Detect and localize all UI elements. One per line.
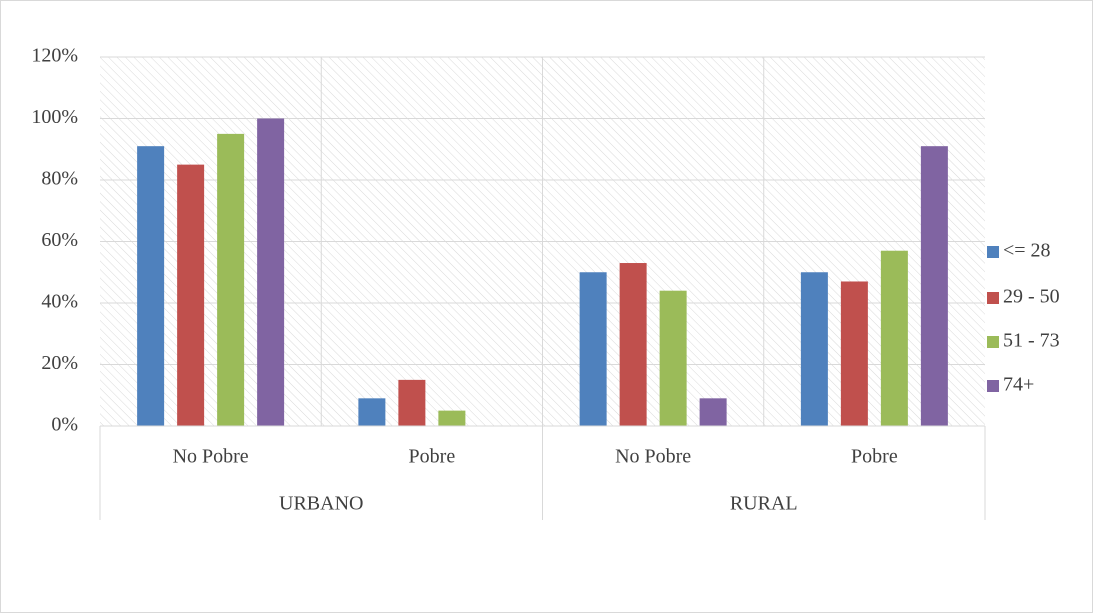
bar [619, 263, 647, 426]
group-label: RURAL [730, 493, 798, 515]
x-tick-label: Pobre [851, 446, 898, 468]
legend-swatch [987, 380, 999, 392]
x-tick-label: No Pobre [615, 446, 691, 468]
legend-swatch [987, 336, 999, 348]
y-tick-label: 20% [41, 352, 78, 374]
bar [358, 398, 386, 426]
bar [438, 410, 466, 426]
y-tick-label: 100% [31, 106, 78, 128]
y-tick-label: 0% [51, 414, 78, 436]
bar [659, 290, 687, 426]
bar [257, 118, 285, 426]
y-tick-label: 40% [41, 291, 78, 313]
legend-label: 74+ [1003, 374, 1034, 396]
bar [840, 281, 868, 426]
bar [217, 133, 245, 426]
legend-swatch [987, 292, 999, 304]
bar [177, 164, 205, 426]
bar [398, 379, 426, 426]
y-tick-label: 80% [41, 168, 78, 190]
y-tick-label: 60% [41, 229, 78, 251]
bar [920, 146, 948, 427]
group-label: URBANO [279, 493, 363, 515]
x-tick-label: No Pobre [173, 446, 249, 468]
legend-label: <= 28 [1003, 240, 1051, 262]
y-tick-label: 120% [31, 45, 78, 67]
bar [800, 272, 828, 426]
legend-label: 51 - 73 [1003, 330, 1060, 352]
legend-label: 29 - 50 [1003, 286, 1060, 308]
bar [137, 146, 165, 427]
bar [699, 398, 727, 426]
bar [880, 250, 908, 426]
bar [579, 272, 607, 426]
legend-swatch [987, 246, 999, 258]
x-tick-label: Pobre [409, 446, 456, 468]
